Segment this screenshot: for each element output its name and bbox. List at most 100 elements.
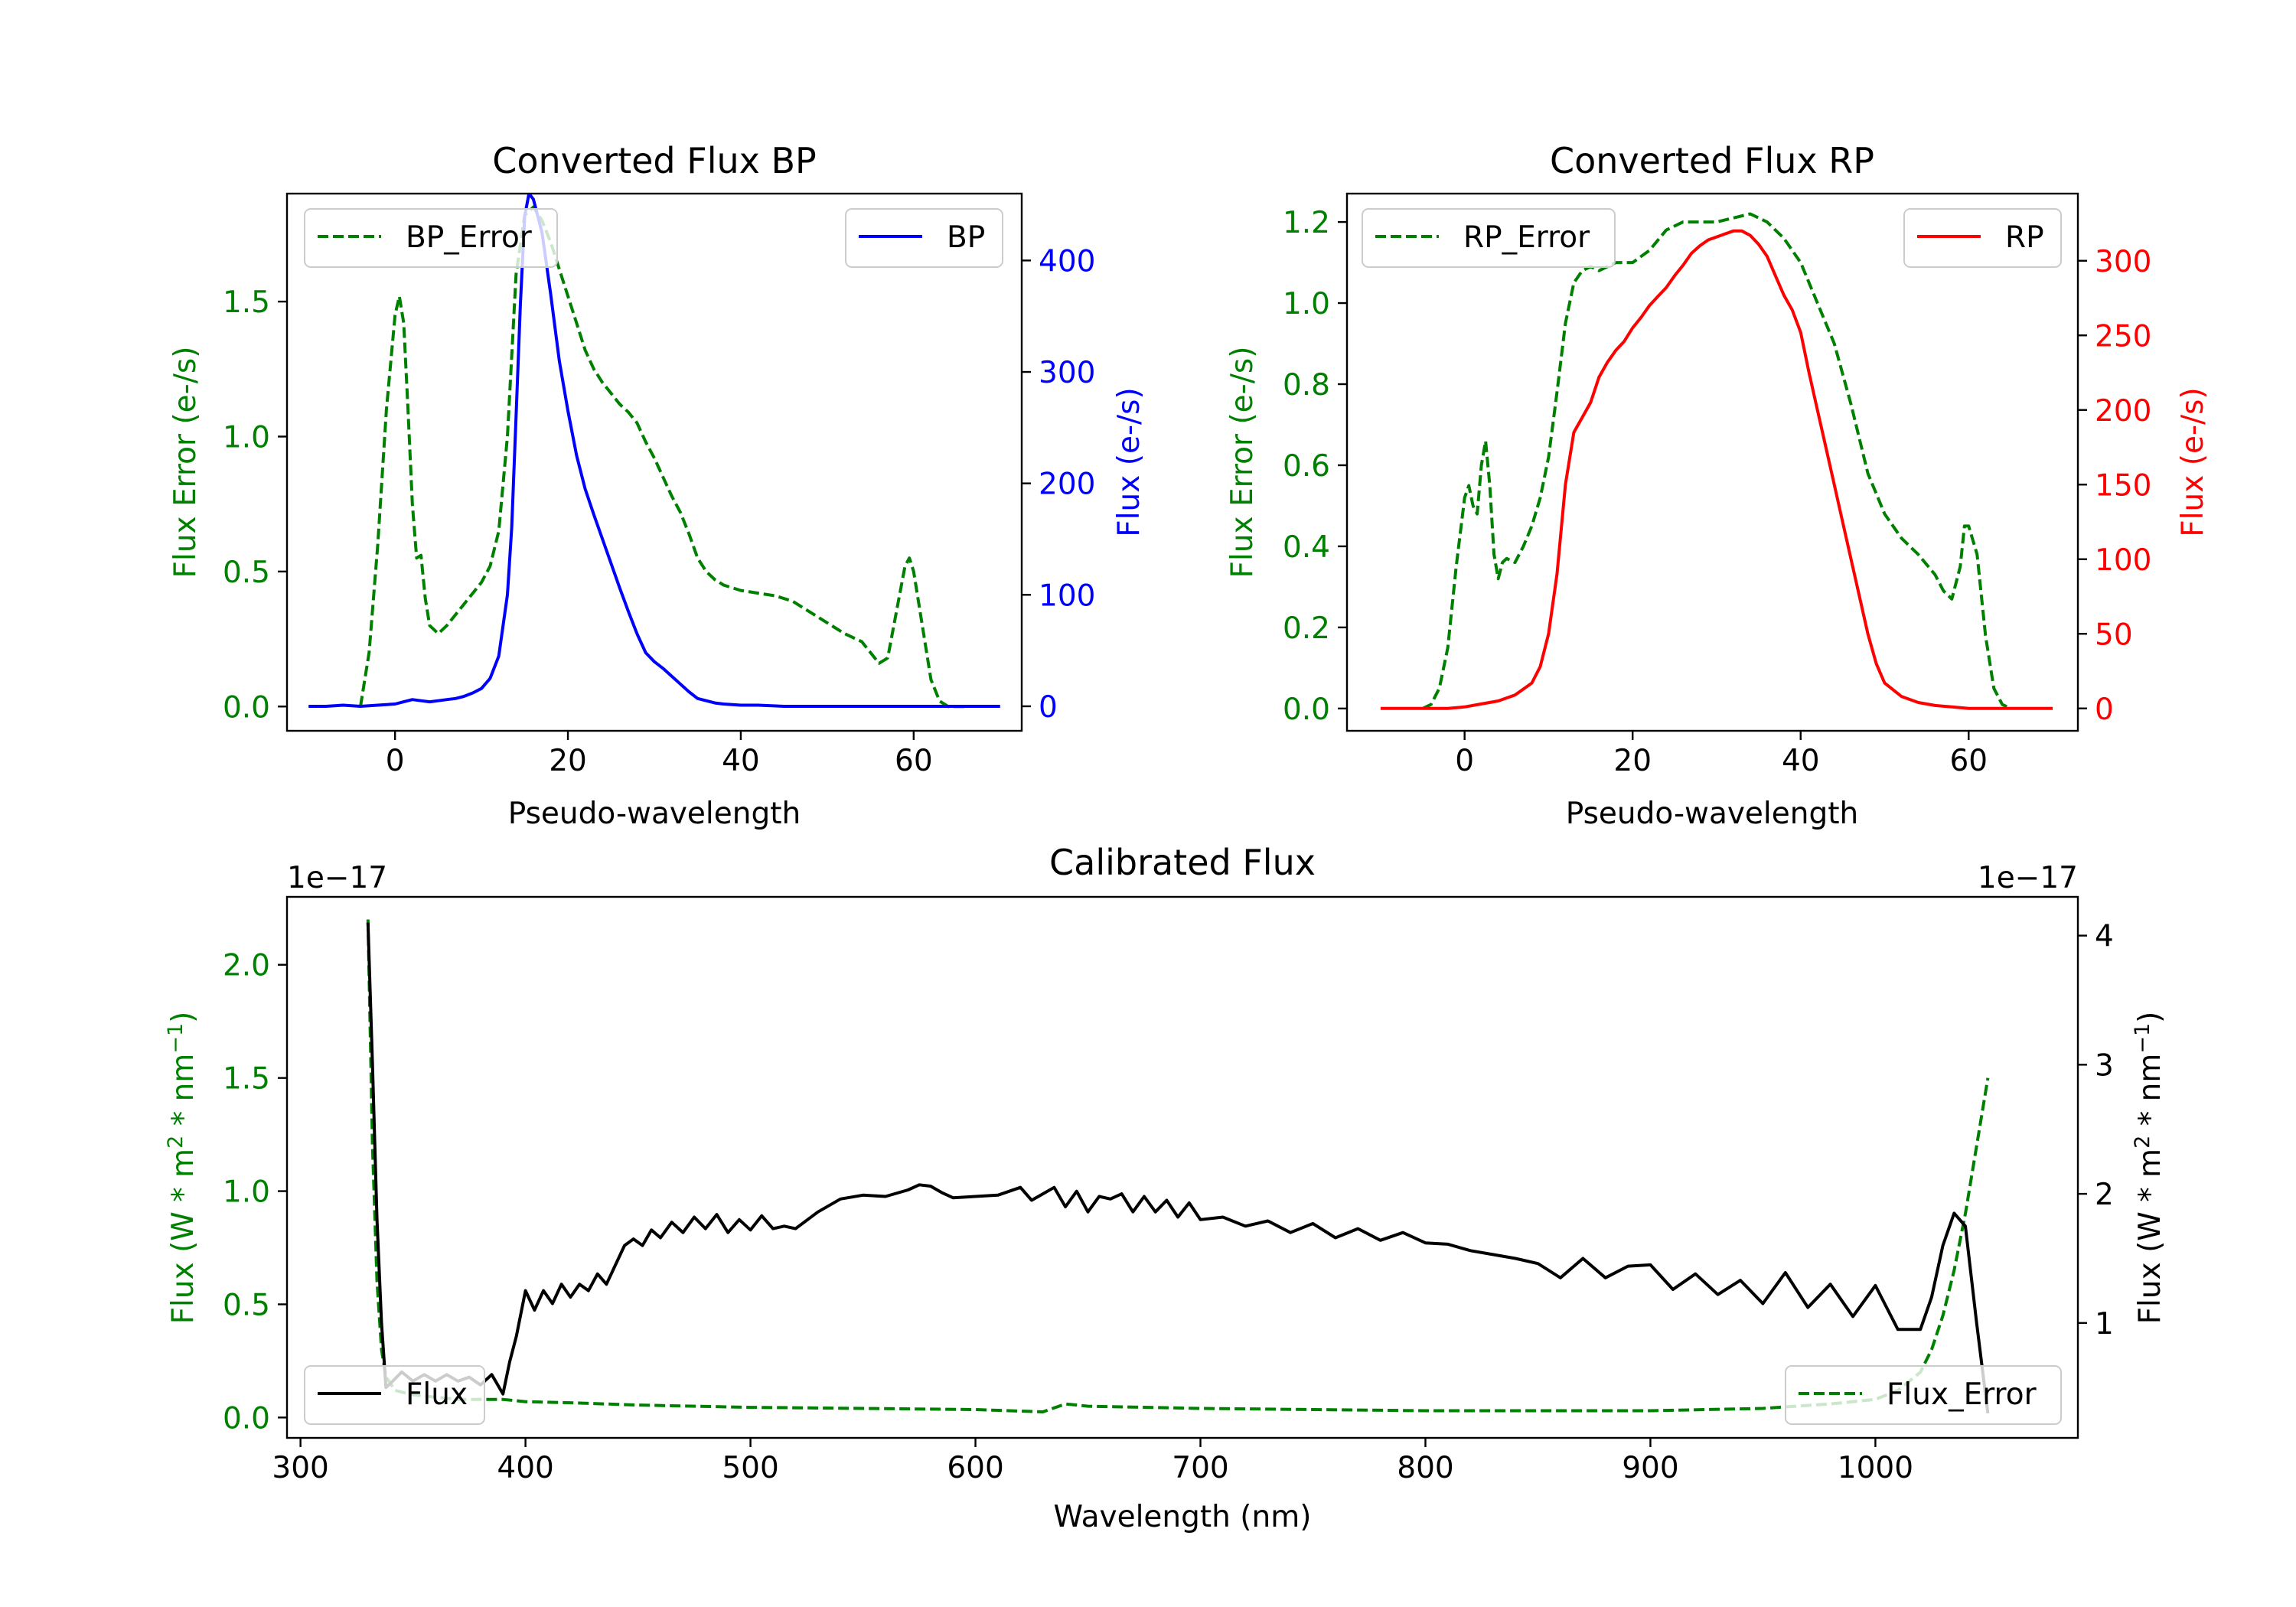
bp-series-bp-line (308, 194, 1000, 708)
rp-lines (1380, 212, 2053, 710)
cal-legend-right-label: Flux_Error (1887, 1377, 2037, 1412)
cal-y-right-tick-label: 2 (2095, 1178, 2114, 1212)
bp-plot-area (285, 192, 1023, 732)
cal-offset-right: 1e−17 (1978, 861, 2078, 895)
bp-x-ticks: 0 20 40 60 (386, 731, 933, 778)
cal-legend-right: Flux_Error (1785, 1365, 2062, 1425)
cal-legend-left-box (304, 1365, 485, 1425)
bp-y-ticks-left: 0.0 0.5 1.0 1.5 (223, 285, 287, 725)
panel-rp: Converted Flux RP Pseudo-wavelength Flux… (1225, 140, 2210, 831)
rp-y-left-tick-label: 0.2 (1283, 611, 1330, 646)
bp-y-right-tick-label: 200 (1039, 468, 1095, 502)
rp-legend-right: RP (1903, 208, 2062, 268)
bp-y-right-tick-label: 0 (1039, 690, 1058, 725)
cal-series-flux-line (366, 922, 1990, 1414)
cal-y-left-tick-label: 1.5 (223, 1062, 270, 1097)
cal-offset-left: 1e−17 (287, 861, 387, 895)
rp-y-ticks-right: 0 50 100 150 200 250 300 (2078, 245, 2151, 727)
bp-y-right-tick-label: 400 (1039, 244, 1095, 279)
rp-x-tick-label: 20 (1613, 744, 1652, 778)
rp-y-left-tick-label: 0.4 (1283, 530, 1330, 565)
rp-x-tick-label: 40 (1782, 744, 1820, 778)
rp-y-left-tick-label: 1.2 (1283, 206, 1330, 240)
bp-series-bp-error-line (359, 205, 966, 709)
bp-y-right-tick-label: 100 (1039, 579, 1095, 613)
bp-y-left-tick-label: 0.5 (223, 556, 270, 590)
cal-xlabel: Wavelength (nm) (1054, 1500, 1312, 1534)
bp-ylabel-left: Flux Error (e-/s) (168, 347, 203, 579)
rp-y-ticks-left: 0.0 0.2 0.4 0.6 0.8 1.0 1.2 (1283, 206, 1347, 727)
cal-legend-right-box (1785, 1365, 2062, 1425)
cal-x-tick-label: 1000 (1838, 1451, 1913, 1485)
cal-x-tick-label: 500 (722, 1451, 778, 1485)
bp-legend-left: BP_Error (304, 208, 558, 268)
bp-legend-right-box (845, 208, 1003, 268)
bp-x-tick-label: 60 (895, 744, 933, 778)
rp-series-group (1380, 212, 2053, 710)
cal-x-tick-label: 300 (272, 1451, 328, 1485)
cal-x-tick-label: 600 (947, 1451, 1003, 1485)
bp-legend-left-label: BP_Error (406, 220, 533, 255)
rp-legend-right-box (1903, 208, 2062, 268)
rp-y-right-tick-label: 100 (2095, 543, 2151, 578)
cal-y-right-tick-label: 1 (2095, 1307, 2114, 1341)
rp-plot-area (1345, 192, 2079, 732)
rp-legend-left: RP_Error (1362, 208, 1616, 268)
bp-title: Converted Flux BP (492, 140, 817, 181)
bp-lines (308, 194, 1000, 709)
cal-ylabel-left: Flux (W * m2 * nm−1) (164, 1012, 201, 1325)
rp-y-right-tick-label: 0 (2095, 693, 2114, 727)
rp-y-right-tick-label: 250 (2095, 319, 2151, 354)
rp-x-ticks: 0 20 40 60 (1455, 731, 1988, 778)
rp-y-right-tick-label: 300 (2095, 245, 2151, 279)
cal-y-left-tick-label: 0.0 (223, 1401, 270, 1436)
cal-y-left-tick-label: 2.0 (223, 949, 270, 983)
rp-ylabel-right: Flux (e-/s) (2176, 387, 2210, 536)
bp-xlabel: Pseudo-wavelength (508, 797, 801, 831)
cal-x-tick-label: 900 (1622, 1451, 1678, 1485)
bp-y-left-tick-label: 0.0 (223, 690, 270, 725)
bp-legend-right-label: BP (947, 220, 985, 255)
panel-bp: Converted Flux BP Pseudo-wavelength Flux… (168, 140, 1146, 831)
cal-y-ticks-right: 1 2 3 4 (2078, 920, 2114, 1341)
cal-x-tick-label: 800 (1397, 1451, 1453, 1485)
cal-legend-left: Flux (304, 1365, 485, 1425)
bp-x-tick-label: 20 (549, 744, 587, 778)
bp-y-left-tick-label: 1.5 (223, 285, 270, 320)
bp-x-tick-label: 0 (386, 744, 405, 778)
bp-legend-right: BP (845, 208, 1003, 268)
cal-y-left-tick-label: 0.5 (223, 1288, 270, 1322)
bp-x-tick-label: 40 (722, 744, 760, 778)
rp-legend-right-label: RP (2005, 220, 2044, 255)
cal-y-left-tick-label: 1.0 (223, 1175, 270, 1210)
panel-cal: Calibrated Flux Wavelength (nm) 1e−17 1e… (164, 842, 2167, 1534)
bp-legend-left-box (304, 208, 558, 268)
cal-legend-left-label: Flux (406, 1377, 468, 1412)
rp-title: Converted Flux RP (1550, 140, 1874, 181)
cal-title: Calibrated Flux (1049, 842, 1316, 883)
rp-legend-left-box (1362, 208, 1616, 268)
rp-y-left-tick-label: 0.6 (1283, 449, 1330, 484)
rp-series-rp-error-line (1421, 212, 2012, 710)
rp-y-left-tick-label: 0.8 (1283, 368, 1330, 403)
cal-plot-area (285, 895, 2079, 1439)
cal-y-right-tick-label: 4 (2095, 920, 2114, 954)
cal-x-ticks: 300 400 500 600 700 800 900 1000 (272, 1438, 1913, 1485)
bp-ylabel-right: Flux (e-/s) (1112, 387, 1146, 536)
rp-x-tick-label: 60 (1949, 744, 1988, 778)
cal-y-ticks-left: 0.0 0.5 1.0 1.5 2.0 (223, 949, 287, 1436)
rp-y-right-tick-label: 200 (2095, 394, 2151, 429)
bp-y-right-tick-label: 300 (1039, 356, 1095, 390)
cal-x-tick-label: 700 (1172, 1451, 1228, 1485)
cal-ylabel-right: Flux (W * m2 * nm−1) (2131, 1012, 2167, 1325)
bp-y-ticks-right: 0 100 200 300 400 (1022, 244, 1095, 725)
rp-y-left-tick-label: 1.0 (1283, 287, 1330, 321)
rp-y-left-tick-label: 0.0 (1283, 693, 1330, 727)
cal-y-right-tick-label: 3 (2095, 1048, 2114, 1083)
rp-x-tick-label: 0 (1455, 744, 1474, 778)
rp-y-right-tick-label: 150 (2095, 468, 2151, 503)
bp-series-group (308, 194, 1000, 709)
bp-y-left-tick-label: 1.0 (223, 420, 270, 455)
rp-y-right-tick-label: 50 (2095, 618, 2133, 652)
